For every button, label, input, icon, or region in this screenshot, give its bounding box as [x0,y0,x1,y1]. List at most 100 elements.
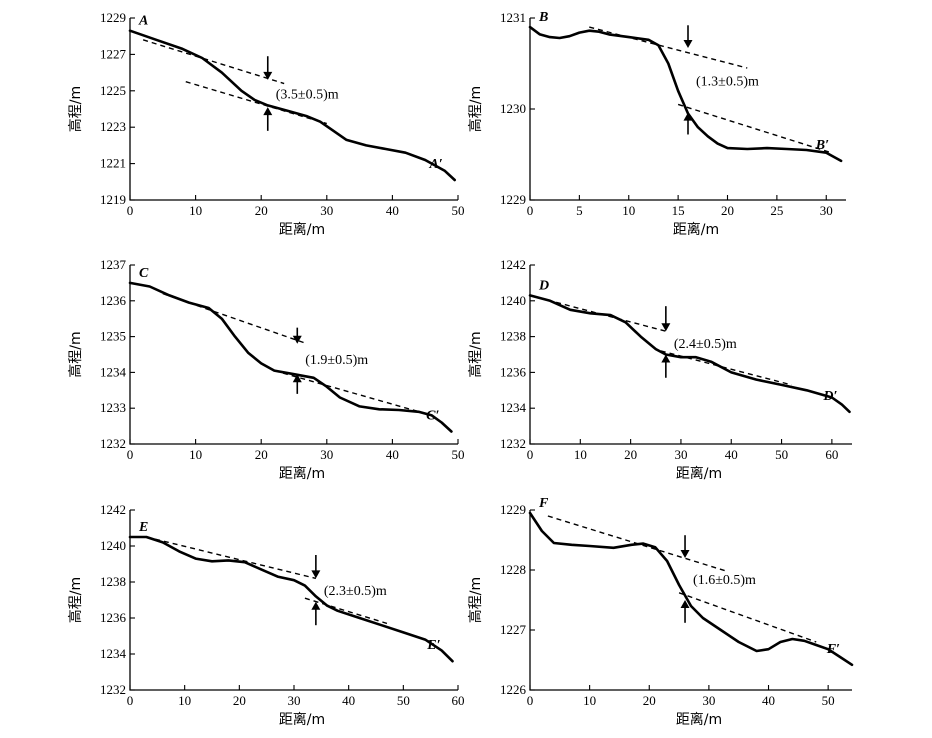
y-tick-label-e: 1242 [100,502,126,517]
x-tick-label-d: 60 [825,447,838,462]
profile-line-b [528,25,843,163]
down-arrow-f [680,535,690,558]
x-tick-label-a: 50 [452,203,465,218]
y-axis-label-b: 高程/m [467,86,484,132]
profile-line-a [128,29,457,182]
down-arrow-b [683,25,693,49]
offset-label-c: (1.9±0.5)m [305,353,368,368]
y-axis-label-d: 高程/m [467,331,484,377]
fit-line-upper-d [529,294,667,332]
y-tick-label-e: 1234 [100,646,127,661]
x-tick-label-c: 20 [255,447,268,462]
x-tick-label-c: 40 [386,447,399,462]
arrow-head [683,112,693,121]
x-tick-label-c: 50 [452,447,465,462]
fit-line-lower-e [304,597,388,625]
y-tick-label-d: 1238 [500,329,526,344]
y-tick-label-d: 1232 [500,436,526,451]
x-tick-label-b: 10 [622,203,635,218]
fit-line-upper-c [162,292,308,345]
down-arrow-a [263,56,273,80]
x-tick-label-b: 20 [721,203,734,218]
x-tick-label-d: 40 [725,447,738,462]
x-tick-label-f: 40 [762,693,775,708]
profile-end-label-a: A′ [428,157,442,172]
fit-line-lower-c [274,369,432,417]
profile-line-f [528,511,854,667]
x-tick-label-e: 50 [397,693,410,708]
chart-c: 0 10 20 30 40 50 1232 1233 1234 1235 1236 1237 距离/m 高… [67,257,465,482]
up-arrow-f [680,600,690,623]
y-tick-label-a: 1227 [100,46,127,61]
x-tick-label-f: 20 [643,693,656,708]
y-tick-label-f: 1227 [500,622,527,637]
y-tick-label-e: 1232 [100,682,126,697]
y-tick-label-f: 1228 [500,562,526,577]
x-tick-label-b: 30 [820,203,833,218]
x-axis-label-c: 距离/m [279,465,325,482]
arrow-head [292,335,302,344]
fit-line-lower-a [185,81,327,125]
axes-c [129,265,458,445]
y-tick-label-c: 1234 [100,364,127,379]
arrow-head [263,107,273,116]
down-arrow-e [311,555,321,579]
up-arrow-a [263,107,273,131]
x-tick-label-a: 30 [320,203,333,218]
x-tick-label-e: 60 [452,693,465,708]
profile-line-d [528,294,851,414]
profile-start-label-e: E [138,520,148,535]
profile-end-label-c: C′ [426,408,439,423]
chart-f: 0 10 20 30 40 50 1226 1227 1228 1229 距离/m 高程/m (1.6±… [467,496,854,728]
arrow-head [292,374,302,383]
profile-start-label-d: D [538,278,549,293]
x-tick-label-b: 5 [576,203,583,218]
axes-f [529,510,852,691]
offset-label-a: (3.5±0.5)m [276,88,339,103]
fit-line-lower-f [678,592,817,643]
profile-line-e [128,535,454,663]
y-tick-label-a: 1219 [100,192,126,207]
y-tick-label-e: 1238 [100,574,126,589]
y-tick-label-f: 1229 [500,502,526,517]
profile-end-label-b: B′ [815,138,829,153]
arrow-head [661,323,671,332]
x-tick-label-a: 40 [386,203,399,218]
chart-e: 0 10 20 30 40 50 60 1232 1234 1236 1238 1240 1242 距离/… [67,502,465,728]
axes-e [129,510,458,691]
y-tick-label-c: 1236 [100,293,127,308]
y-tick-label-a: 1229 [100,10,126,25]
profile-start-label-b: B [538,10,548,25]
y-axis-label-c: 高程/m [67,331,84,377]
x-axis-label-f: 距离/m [676,711,722,728]
x-tick-label-e: 10 [178,693,191,708]
x-tick-label-d: 0 [527,447,534,462]
x-tick-label-a: 0 [127,203,134,218]
chart-a: 0 10 20 30 40 50 1219 1221 1223 1225 1227 1229 距离/m 高… [67,10,465,238]
x-tick-label-b: 0 [527,203,534,218]
up-arrow-d [661,354,671,378]
profile-line-c [128,281,453,433]
offset-label-f: (1.6±0.5)m [693,573,756,588]
y-tick-label-c: 1232 [100,436,126,451]
y-tick-label-d: 1240 [500,293,526,308]
y-tick-label-d: 1242 [500,257,526,272]
fit-line-upper-b [589,26,748,69]
up-arrow-c [292,374,302,394]
offset-label-b: (1.3±0.5)m [696,74,759,89]
x-tick-label-a: 10 [189,203,202,218]
x-tick-label-c: 0 [127,447,134,462]
y-tick-label-f: 1226 [500,682,527,697]
profile-start-label-c: C [139,266,149,281]
x-tick-label-c: 10 [189,447,202,462]
arrow-head [311,570,321,579]
y-tick-label-b: 1231 [500,10,526,25]
y-tick-label-d: 1234 [500,400,527,415]
x-tick-label-d: 20 [624,447,637,462]
x-axis-label-e: 距离/m [279,711,325,728]
chart-d: 0 10 20 30 40 50 60 1232 1234 1236 1238 1240 1242 距离/… [467,257,852,482]
profile-end-label-f: F′ [826,642,840,657]
fit-line-upper-e [146,536,317,580]
x-axis-label-b: 距离/m [673,221,719,238]
down-arrow-c [292,327,302,344]
